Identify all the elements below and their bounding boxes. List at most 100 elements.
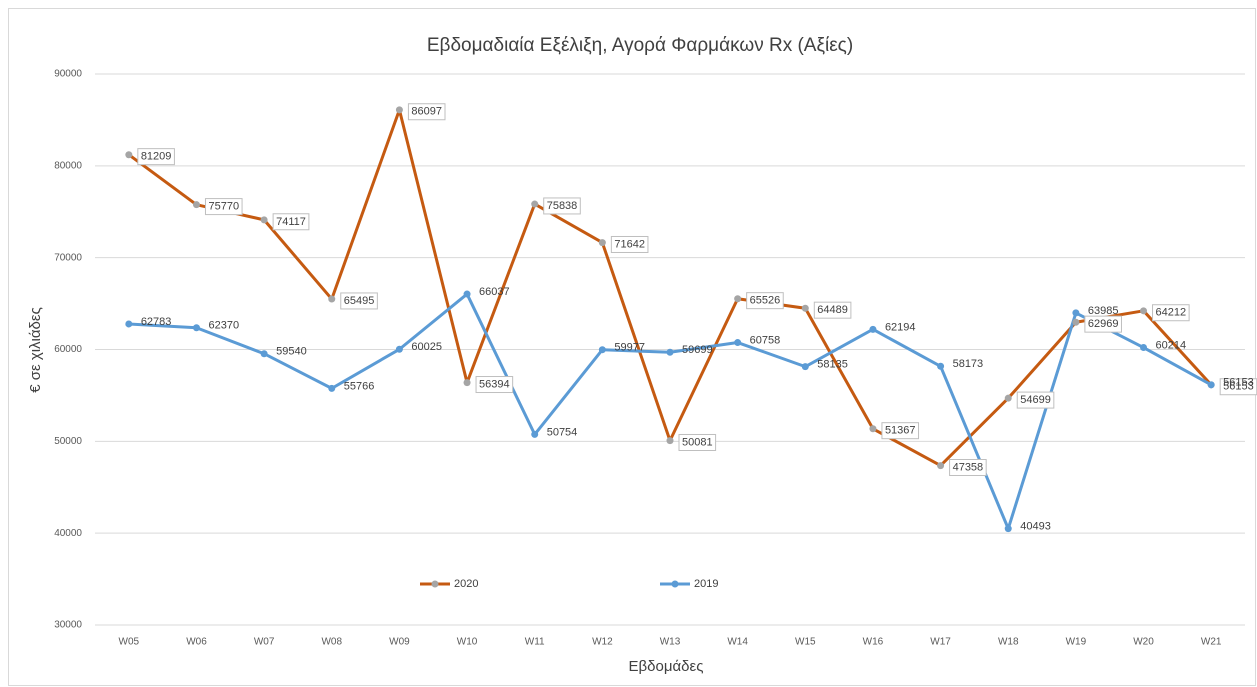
x-tick-label: W21 bbox=[1201, 637, 1222, 648]
data-point bbox=[801, 304, 809, 312]
data-label: 62783 bbox=[141, 316, 172, 328]
data-label-box bbox=[610, 235, 649, 253]
data-label: 75838 bbox=[547, 200, 578, 212]
x-axis-title: Εβδομάδες bbox=[629, 658, 704, 675]
data-label-box bbox=[678, 433, 717, 451]
data-point bbox=[125, 320, 133, 328]
data-point bbox=[869, 425, 877, 433]
x-tick-label: W09 bbox=[389, 637, 410, 648]
data-label: 56153 bbox=[1223, 377, 1254, 389]
y-tick-label: 60000 bbox=[54, 344, 82, 355]
chart-title: Εβδομαδιαία Εξέλιξη, Αγορά Φαρμάκων Rx (… bbox=[427, 35, 853, 56]
data-label-box bbox=[272, 213, 310, 231]
data-point bbox=[1140, 307, 1148, 315]
x-tick-label: W05 bbox=[119, 637, 140, 648]
x-tick-label: W14 bbox=[727, 637, 748, 648]
data-point bbox=[937, 362, 945, 370]
data-point bbox=[666, 348, 674, 356]
data-label-box bbox=[1084, 315, 1122, 333]
legend-marker bbox=[671, 580, 679, 588]
y-tick-label: 70000 bbox=[54, 252, 82, 263]
data-label: 50754 bbox=[547, 426, 578, 438]
x-tick-label: W08 bbox=[321, 637, 342, 648]
y-tick-label: 90000 bbox=[54, 69, 82, 80]
y-tick-label: 80000 bbox=[54, 160, 82, 171]
y-tick-label: 40000 bbox=[54, 528, 82, 539]
data-label: 47358 bbox=[953, 462, 984, 474]
legend-label: 2020 bbox=[454, 578, 478, 590]
data-point bbox=[463, 379, 471, 387]
data-point bbox=[1004, 394, 1012, 402]
data-label-box bbox=[340, 292, 378, 310]
legend-marker bbox=[431, 580, 439, 588]
data-label: 60214 bbox=[1156, 339, 1187, 351]
data-label: 59699 bbox=[682, 344, 713, 356]
data-point bbox=[666, 437, 674, 445]
data-point bbox=[125, 151, 133, 159]
data-point bbox=[598, 346, 606, 354]
data-label-box bbox=[746, 292, 784, 310]
data-point bbox=[463, 290, 471, 298]
data-label: 71642 bbox=[614, 238, 645, 250]
data-label: 81209 bbox=[141, 151, 172, 163]
data-label-box bbox=[204, 198, 243, 216]
data-label: 60025 bbox=[411, 341, 442, 353]
data-label: 62969 bbox=[1088, 318, 1119, 330]
data-point bbox=[734, 295, 742, 303]
x-tick-label: W10 bbox=[457, 637, 478, 648]
data-label: 75770 bbox=[208, 201, 239, 213]
data-point bbox=[1072, 318, 1080, 326]
data-label: 58135 bbox=[817, 359, 848, 371]
x-tick-label: W11 bbox=[525, 637, 545, 648]
data-label: 64489 bbox=[817, 304, 848, 316]
data-label: 56153 bbox=[1223, 381, 1254, 393]
data-point bbox=[260, 216, 268, 224]
data-label: 50081 bbox=[682, 436, 713, 448]
data-point bbox=[801, 363, 809, 371]
data-label: 55766 bbox=[344, 380, 375, 392]
data-point bbox=[531, 430, 539, 438]
data-label: 66037 bbox=[479, 286, 510, 298]
data-point bbox=[395, 345, 403, 353]
data-label-box bbox=[813, 301, 852, 319]
data-label: 58173 bbox=[953, 358, 984, 370]
data-label-box bbox=[881, 422, 920, 440]
y-tick-label: 30000 bbox=[54, 620, 82, 631]
data-point bbox=[1140, 344, 1148, 352]
data-label: 51367 bbox=[885, 425, 916, 437]
data-label: 59977 bbox=[614, 342, 645, 354]
data-label: 59540 bbox=[276, 346, 307, 358]
x-tick-label: W07 bbox=[254, 637, 275, 648]
data-label-box bbox=[1152, 304, 1190, 322]
data-point bbox=[1004, 525, 1012, 533]
data-label: 86097 bbox=[411, 106, 442, 118]
data-label: 64212 bbox=[1156, 307, 1187, 319]
data-label: 62370 bbox=[208, 320, 239, 332]
data-label: 60758 bbox=[750, 334, 781, 346]
x-tick-label: W06 bbox=[186, 637, 207, 648]
data-label: 54699 bbox=[1020, 394, 1051, 406]
data-label-box bbox=[137, 148, 175, 166]
data-label: 65526 bbox=[750, 295, 781, 307]
x-tick-label: W19 bbox=[1066, 637, 1087, 648]
x-tick-label: W15 bbox=[795, 637, 816, 648]
data-label-box bbox=[475, 376, 514, 394]
data-label: 74117 bbox=[276, 216, 306, 228]
data-label: 56394 bbox=[479, 379, 510, 391]
data-point bbox=[395, 106, 403, 114]
legend-label: 2019 bbox=[694, 578, 718, 590]
x-tick-label: W20 bbox=[1133, 637, 1154, 648]
data-point bbox=[937, 462, 945, 470]
y-axis-title: € σε χιλιάδες bbox=[27, 307, 44, 393]
x-tick-label: W13 bbox=[660, 637, 681, 648]
chart-border bbox=[8, 8, 1256, 686]
x-tick-label: W12 bbox=[592, 637, 613, 648]
data-point bbox=[531, 200, 539, 208]
data-label: 40493 bbox=[1020, 521, 1051, 533]
data-point bbox=[328, 384, 336, 392]
data-label: 65495 bbox=[344, 295, 375, 307]
data-point bbox=[734, 339, 742, 347]
data-label: 62194 bbox=[885, 321, 916, 333]
data-label-box bbox=[543, 197, 581, 215]
